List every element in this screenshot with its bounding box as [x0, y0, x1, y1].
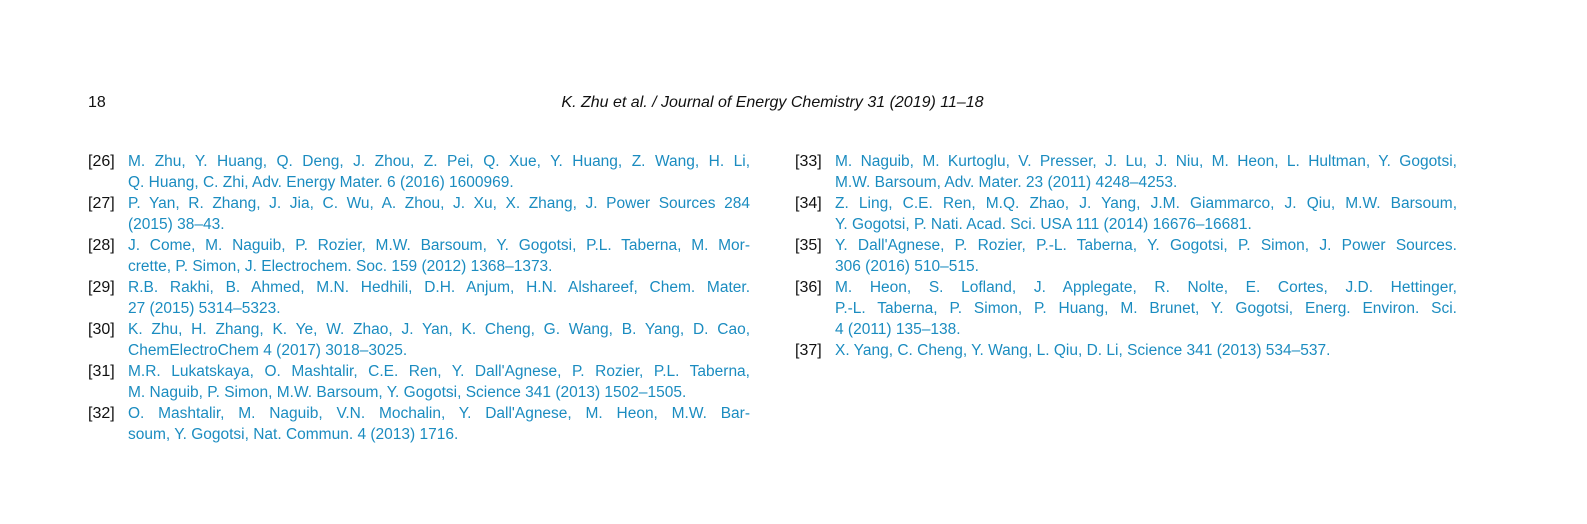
reference-number: [30] [88, 321, 115, 338]
reference-link[interactable]: Z. Ling, C.E. Ren, M.Q. Zhao, J. Yang, J… [835, 195, 1457, 212]
reference-link[interactable]: (2015) 38–43. [128, 216, 225, 233]
reference-link[interactable]: 27 (2015) 5314–5323. [128, 300, 281, 317]
reference: [30] K. Zhu, H. Zhang, K. Ye, W. Zhao, J.… [88, 319, 750, 361]
reference: [37] X. Yang, C. Cheng, Y. Wang, L. Qiu, … [795, 340, 1457, 361]
reference: [33] M. Naguib, M. Kurtoglu, V. Presser, … [795, 151, 1457, 193]
reference-link[interactable]: M. Naguib, M. Kurtoglu, V. Presser, J. L… [835, 153, 1457, 170]
reference-number: [31] [88, 363, 115, 380]
running-title: K. Zhu et al. / Journal of Energy Chemis… [561, 94, 984, 111]
reference-link[interactable]: M.R. Lukatskaya, O. Mashtalir, C.E. Ren,… [128, 363, 750, 380]
reference-link[interactable]: K. Zhu, H. Zhang, K. Ye, W. Zhao, J. Yan… [128, 321, 750, 338]
reference: [36] M. Heon, S. Lofland, J. Applegate, R… [795, 277, 1457, 340]
reference: [28] J. Come, M. Naguib, P. Rozier, M.W. … [88, 235, 750, 277]
reference-link[interactable]: J. Come, M. Naguib, P. Rozier, M.W. Bars… [128, 237, 750, 254]
reference: [27] P. Yan, R. Zhang, J. Jia, C. Wu, A. … [88, 193, 750, 235]
reference: [35] Y. Dall'Agnese, P. Rozier, P.-L. Tab… [795, 235, 1457, 277]
reference-link[interactable]: O. Mashtalir, M. Naguib, V.N. Mochalin, … [128, 405, 750, 422]
reference-number: [33] [795, 153, 822, 170]
reference: [26] M. Zhu, Y. Huang, Q. Deng, J. Zhou, … [88, 151, 750, 193]
reference-number: [35] [795, 237, 822, 254]
reference-column: [33] M. Naguib, M. Kurtoglu, V. Presser, … [795, 151, 1457, 361]
reference-link[interactable]: P. Yan, R. Zhang, J. Jia, C. Wu, A. Zhou… [128, 195, 750, 212]
reference-link[interactable]: M.W. Barsoum, Adv. Mater. 23 (2011) 4248… [835, 174, 1178, 191]
reference-link[interactable]: M. Heon, S. Lofland, J. Applegate, R. No… [835, 279, 1457, 296]
reference-number: [28] [88, 237, 115, 254]
reference-number: [32] [88, 405, 115, 422]
reference-link[interactable]: X. Yang, C. Cheng, Y. Wang, L. Qiu, D. L… [835, 342, 1331, 359]
reference: [31] M.R. Lukatskaya, O. Mashtalir, C.E. … [88, 361, 750, 403]
reference-number: [27] [88, 195, 115, 212]
reference-link[interactable]: 306 (2016) 510–515. [835, 258, 979, 275]
reference-link[interactable]: ChemElectroChem 4 (2017) 3018–3025. [128, 342, 408, 359]
reference: [32] O. Mashtalir, M. Naguib, V.N. Mochal… [88, 403, 750, 445]
reference-link[interactable]: soum, Y. Gogotsi, Nat. Commun. 4 (2013) … [128, 426, 459, 443]
reference-number: [34] [795, 195, 822, 212]
reference-link[interactable]: crette, P. Simon, J. Electrochem. Soc. 1… [128, 258, 553, 275]
reference-column: [26] M. Zhu, Y. Huang, Q. Deng, J. Zhou, … [88, 151, 750, 445]
reference-link[interactable]: Y. Dall'Agnese, P. Rozier, P.-L. Taberna… [835, 237, 1457, 254]
reference: [29] R.B. Rakhi, B. Ahmed, M.N. Hedhili, … [88, 277, 750, 319]
reference: [34] Z. Ling, C.E. Ren, M.Q. Zhao, J. Yan… [795, 193, 1457, 235]
page-number: 18 [88, 94, 106, 111]
reference-number: [26] [88, 153, 115, 170]
reference-link[interactable]: P.-L. Taberna, P. Simon, P. Huang, M. Br… [835, 300, 1457, 317]
reference-link[interactable]: 4 (2011) 135–138. [835, 321, 961, 338]
reference-number: [36] [795, 279, 822, 296]
reference-link[interactable]: Y. Gogotsi, P. Nati. Acad. Sci. USA 111 … [835, 216, 1252, 233]
reference-link[interactable]: R.B. Rakhi, B. Ahmed, M.N. Hedhili, D.H.… [128, 279, 750, 296]
reference-number: [37] [795, 342, 822, 359]
reference-link[interactable]: M. Naguib, P. Simon, M.W. Barsoum, Y. Go… [128, 384, 687, 401]
reference-number: [29] [88, 279, 115, 296]
reference-link[interactable]: Q. Huang, C. Zhi, Adv. Energy Mater. 6 (… [128, 174, 514, 191]
reference-link[interactable]: M. Zhu, Y. Huang, Q. Deng, J. Zhou, Z. P… [128, 153, 750, 170]
